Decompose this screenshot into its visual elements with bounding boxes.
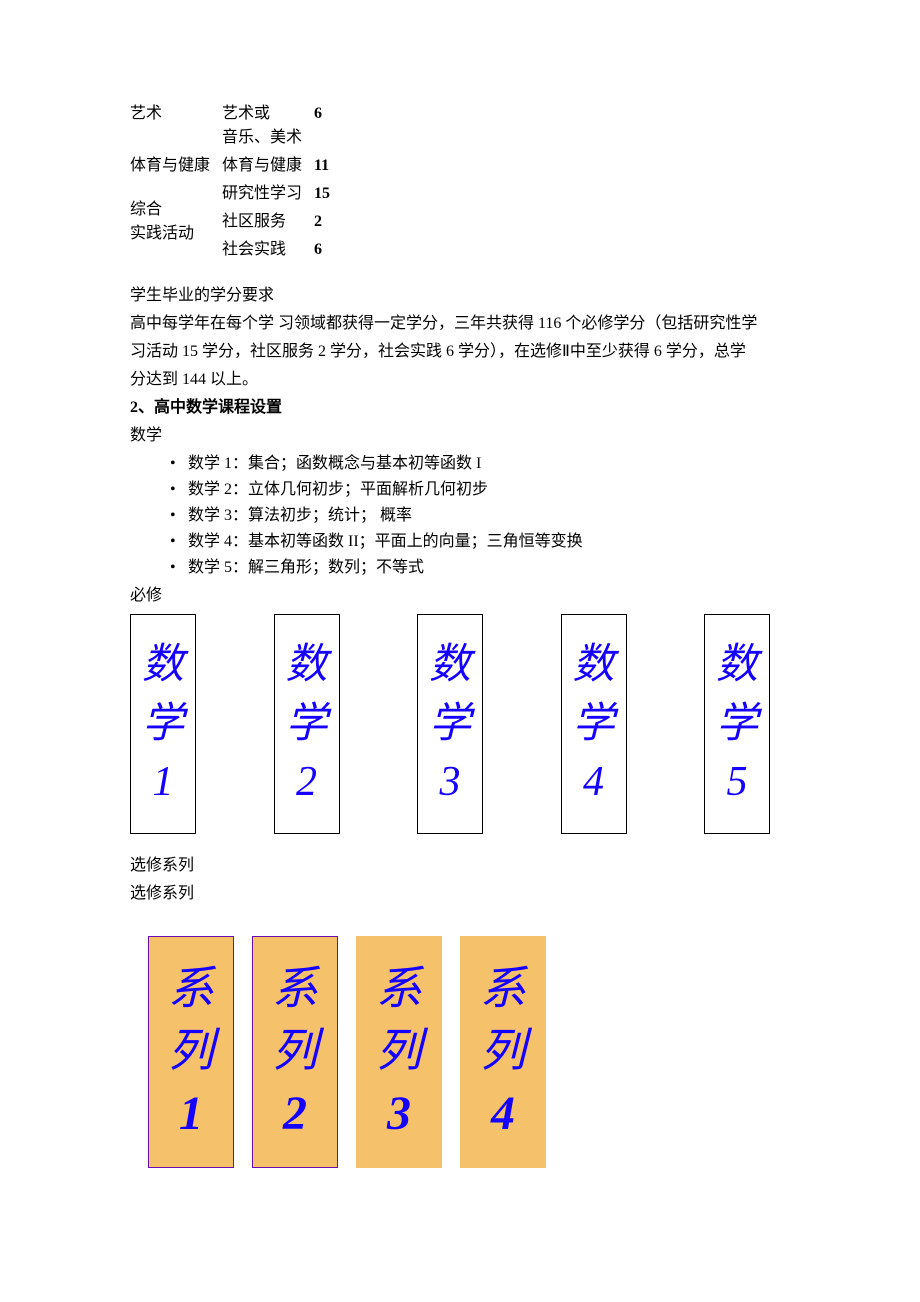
table-row: 体育与健康 体育与健康 11 — [130, 152, 342, 180]
series-boxes: 系 列 1 系 列 2 系 列 3 系 列 4 — [148, 936, 790, 1168]
credits-table: 艺术 艺术或 音乐、美术 6 体育与健康 体育与健康 11 综合 实践活动 研究… — [130, 100, 342, 264]
list-item: •数学 2：立体几何初步；平面解析几何初步 — [170, 478, 790, 502]
cell-course: 艺术或 音乐、美术 — [222, 100, 314, 152]
required-label: 必修 — [130, 584, 790, 608]
page: 艺术 艺术或 音乐、美术 6 体育与健康 体育与健康 11 综合 实践活动 研究… — [0, 0, 920, 1302]
cell-subject: 体育与健康 — [130, 152, 222, 180]
math-bullet-list: •数学 1：集合；函数概念与基本初等函数 I •数学 2：立体几何初步；平面解析… — [170, 452, 790, 580]
cell-course: 社会实践 — [222, 236, 314, 264]
cell-subject: 综合 实践活动 — [130, 180, 222, 264]
list-item: •数学 1：集合；函数概念与基本初等函数 I — [170, 452, 790, 476]
bullet-icon: • — [170, 530, 188, 554]
math-box-3: 数 学 3 — [417, 614, 483, 834]
table-row: 艺术 艺术或 音乐、美术 6 — [130, 100, 342, 152]
cell-subject: 艺术 — [130, 100, 222, 152]
cell-credit: 2 — [314, 208, 342, 236]
table-row: 综合 实践活动 研究性学习 15 — [130, 180, 342, 208]
series-box-3: 系 列 3 — [356, 936, 442, 1168]
math-box-2: 数 学 2 — [274, 614, 340, 834]
cell-credit: 15 — [314, 180, 342, 208]
cell-course: 体育与健康 — [222, 152, 314, 180]
grad-req-line: 高中每学年在每个学 习领域都获得一定学分，三年共获得 116 个必修学分（包括研… — [130, 312, 790, 336]
grad-req-title: 学生毕业的学分要求 — [130, 284, 790, 308]
bullet-icon: • — [170, 504, 188, 528]
cell-credit: 6 — [314, 236, 342, 264]
math-required-boxes: 数 学 1 数 学 2 数 学 3 数 学 4 数 学 5 — [130, 614, 770, 834]
math-setup-title: 2、高中数学课程设置 — [130, 396, 790, 420]
list-item: •数学 4：基本初等函数 II；平面上的向量；三角恒等变换 — [170, 530, 790, 554]
list-item: •数学 3：算法初步；统计； 概率 — [170, 504, 790, 528]
cell-course: 社区服务 — [222, 208, 314, 236]
cell-course: 研究性学习 — [222, 180, 314, 208]
bullet-icon: • — [170, 556, 188, 580]
series-box-2: 系 列 2 — [252, 936, 338, 1168]
math-label: 数学 — [130, 424, 790, 448]
elective-label: 选修系列 — [130, 854, 790, 878]
math-box-1: 数 学 1 — [130, 614, 196, 834]
series-box-1: 系 列 1 — [148, 936, 234, 1168]
series-box-4: 系 列 4 — [460, 936, 546, 1168]
grad-req-line: 习活动 15 学分，社区服务 2 学分，社会实践 6 学分），在选修Ⅱ中至少获得… — [130, 340, 790, 364]
list-item: •数学 5：解三角形；数列；不等式 — [170, 556, 790, 580]
cell-credit: 6 — [314, 100, 342, 152]
cell-credit: 11 — [314, 152, 342, 180]
math-box-4: 数 学 4 — [561, 614, 627, 834]
elective-label: 选修系列 — [130, 882, 790, 906]
bullet-icon: • — [170, 478, 188, 502]
grad-req-line: 分达到 144 以上。 — [130, 368, 790, 392]
bullet-icon: • — [170, 452, 188, 476]
math-box-5: 数 学 5 — [704, 614, 770, 834]
